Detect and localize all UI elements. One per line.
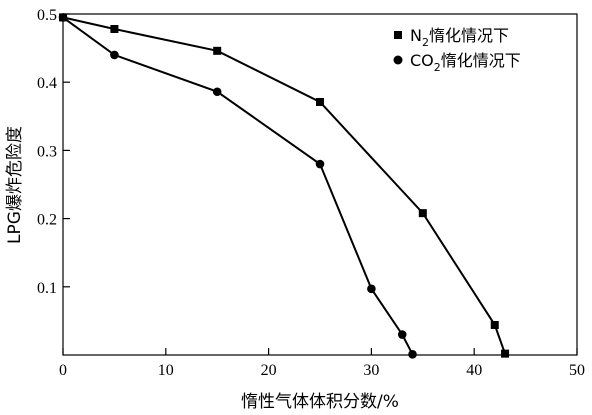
y-tick-label: 0.4 [37, 75, 57, 92]
data-point-n2 [418, 209, 427, 218]
x-tick-label: 30 [363, 362, 379, 379]
data-point-co2 [315, 159, 325, 169]
legend-label-co2: CO2惰化情况下 [410, 51, 521, 74]
series-group [58, 13, 510, 359]
data-point-co2 [58, 13, 68, 22]
legend-marker-co2 [393, 55, 403, 65]
data-point-n2 [490, 320, 499, 329]
y-axis-title: LPG爆炸危险度 [5, 126, 25, 244]
axes [62, 13, 578, 356]
data-point-co2 [110, 50, 119, 60]
data-point-n2 [213, 46, 222, 55]
x-tick-label: 10 [158, 362, 174, 379]
y-tick-label: 0.1 [37, 280, 57, 297]
legend-label-n2: N2惰化情况下 [410, 26, 509, 49]
y-tick-label: 0.5 [37, 7, 57, 24]
legend-marker-n2 [394, 31, 402, 39]
x-tick-label: 0 [59, 362, 67, 379]
y-tick-label: 0.2 [37, 212, 57, 229]
y-tick-label: 0.3 [37, 143, 57, 160]
data-point-n2 [501, 349, 510, 358]
data-point-co2 [397, 330, 407, 339]
data-point-co2 [212, 87, 222, 97]
x-tick-label: 20 [261, 362, 277, 379]
x-axis-title: 惰性气体体积分数/% [241, 392, 399, 412]
x-tick-label: 40 [466, 362, 482, 379]
data-point-n2 [110, 25, 119, 34]
series-line-co2 [62, 16, 414, 355]
legend: N2惰化情况下 CO2惰化情况下 [393, 26, 521, 74]
data-point-co2 [367, 284, 376, 294]
plot-frame [62, 13, 578, 356]
data-point-n2 [316, 97, 324, 106]
data-point-co2 [408, 350, 417, 359]
ticks: 0 10 20 30 40 50 0.1 0.2 0.3 0.4 0.5 [37, 7, 585, 379]
x-tick-label: 50 [569, 362, 585, 379]
